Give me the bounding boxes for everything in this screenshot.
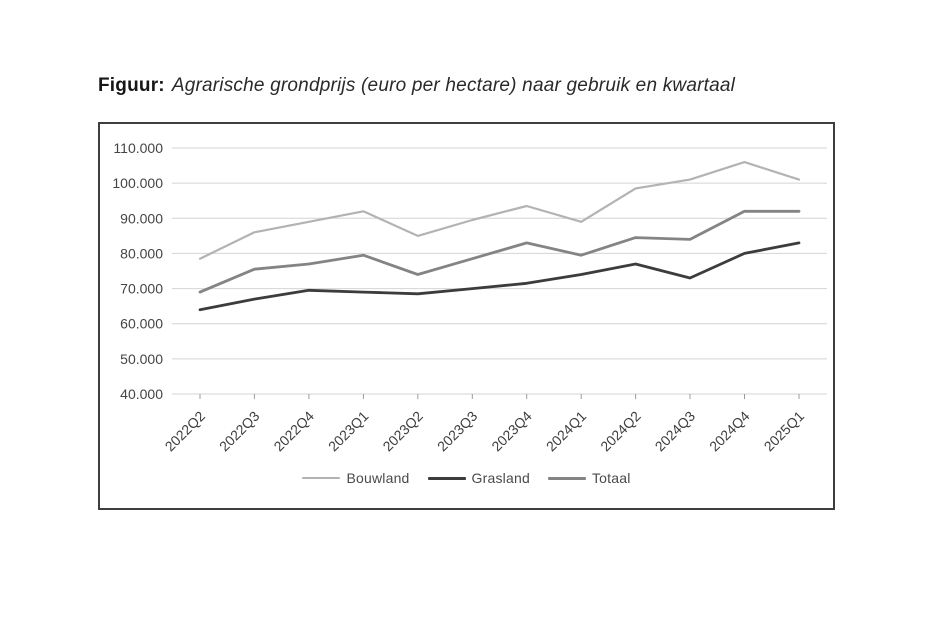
x-axis-label: 2022Q2 (162, 408, 209, 455)
x-axis-label: 2023Q1 (325, 408, 372, 455)
x-axis-label: 2023Q4 (488, 408, 535, 455)
x-axis-label: 2024Q3 (652, 408, 699, 455)
legend-line-grasland-icon (427, 476, 466, 480)
legend-item-grasland: Grasland (427, 470, 530, 486)
legend-label-totaal: Totaal (591, 470, 631, 486)
x-axis-label: 2022Q3 (216, 408, 263, 455)
legend-line-totaal-icon (547, 476, 586, 480)
x-axis-label: 2023Q3 (434, 408, 481, 455)
y-axis-label: 60.000 (120, 316, 163, 332)
legend-label-bouwland: Bouwland (346, 470, 410, 486)
legend-item-bouwland: Bouwland (302, 470, 409, 486)
y-axis-label: 40.000 (120, 386, 163, 402)
x-axis-label: 2024Q2 (597, 408, 644, 455)
x-axis-label: 2023Q2 (379, 408, 426, 455)
line-chart: 110.000 100.000 90.000 80.000 70.000 60.000 50… (112, 140, 827, 455)
series-line-totaal (198, 209, 801, 294)
y-axis-label: 50.000 (120, 351, 163, 367)
y-axis-label: 80.000 (120, 245, 163, 261)
figure-title: Figuur: Agrarische grondprijs (euro per h… (98, 75, 735, 97)
legend-label-grasland: Grasland (471, 470, 530, 486)
series-line-bouwland (198, 160, 801, 260)
x-axis-label: 2025Q1 (761, 408, 808, 455)
legend-item-totaal: Totaal (547, 470, 631, 486)
series-line-grasland (198, 241, 801, 312)
y-axis-label: 110.000 (113, 140, 163, 156)
y-axis-label: 100.000 (112, 175, 163, 191)
x-axis-label: 2024Q1 (543, 408, 590, 455)
figure-title-label: Figuur: (98, 75, 165, 96)
figure-title-text: Agrarische grondprijs (euro per hectare)… (171, 75, 736, 96)
chart-legend: Bouwland Grasland Totaal (100, 470, 833, 486)
chart-container: 110.000 100.000 90.000 80.000 70.000 60.000 50… (98, 122, 835, 510)
y-axis-label: 70.000 (120, 281, 163, 297)
legend-line-bouwland-icon (302, 477, 341, 479)
x-axis-label: 2024Q4 (706, 408, 753, 455)
x-axis-label: 2022Q4 (270, 408, 317, 455)
y-axis-label: 90.000 (120, 210, 163, 226)
